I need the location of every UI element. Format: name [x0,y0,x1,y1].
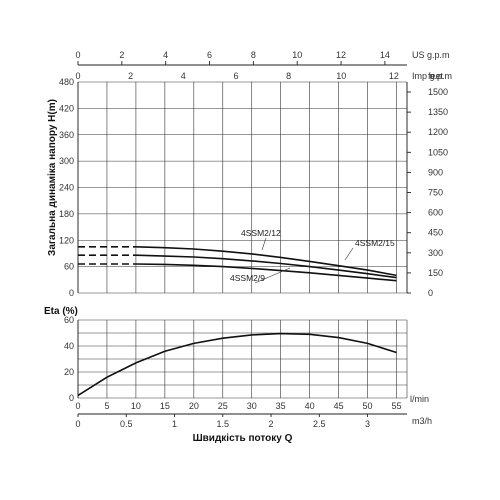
head-y-tick-label: 480 [59,77,74,87]
lmin-tick-label: 50 [363,401,373,411]
lmin-tick-label: 30 [247,401,257,411]
curve-label-leader [254,267,291,284]
x-axis-label: Швидкість потоку Q [193,433,293,444]
us-gpm-tick-label: 14 [380,50,390,60]
m3h-tick-label: 0 [75,419,80,429]
curve-label-leader [344,247,354,261]
feet-tick-label: 1050 [428,147,448,157]
m3h-tick-label: 3 [365,419,370,429]
imp-gpm-tick-label: 8 [286,71,291,81]
lmin-tick-label: 10 [131,401,141,411]
lmin-tick-label: 5 [104,401,109,411]
head-y-tick-label: 120 [59,235,74,245]
eta-y-axis-label: Eta (%) [44,306,78,317]
head-y-tick-label: 420 [59,103,74,113]
lmin-unit-label: l/min [410,394,429,404]
head-curve-line [135,246,397,277]
head-curve-line [135,263,397,282]
us-gpm-tick-label: 8 [251,50,256,60]
head-curve-line [135,254,397,279]
feet-tick-label: 1350 [428,107,448,117]
feet-tick-label: 1500 [428,87,448,97]
head-y-tick-label: 180 [59,209,74,219]
us-gpm-tick-label: 2 [119,50,124,60]
m3h-tick-label: 1 [172,419,177,429]
imp-gpm-tick-label: 4 [181,71,186,81]
eta-y-tick-label: 60 [64,315,74,325]
feet-tick-label: 900 [428,167,443,177]
eta-y-tick-label: 40 [64,341,74,351]
head-y-tick-label: 0 [69,288,74,298]
m3h-tick-label: 2 [269,419,274,429]
us-gpm-tick-label: 6 [207,50,212,60]
us-gpm-tick-label: 4 [163,50,168,60]
m3h-tick-label: 0.5 [120,419,133,429]
us-gpm-tick-label: 0 [75,50,80,60]
imp-gpm-unit-label: Imp g.p.m [412,71,452,81]
feet-tick-label: 750 [428,188,443,198]
feet-tick-label: 300 [428,248,443,258]
head-y-tick-label: 60 [64,262,74,272]
lmin-tick-label: 40 [305,401,315,411]
imp-gpm-tick-label: 10 [336,71,346,81]
us-gpm-tick-label: 10 [292,50,302,60]
head-y-axis-label: Загальна динаміка напору H(m) [47,99,58,256]
head-curve-label: 4SSM2/15 [355,238,395,248]
m3h-unit-label: m3/h [412,416,432,426]
imp-gpm-tick-label: 2 [128,71,133,81]
feet-tick-label: 1200 [428,127,448,137]
eta-curve-line [77,332,397,397]
lmin-tick-label: 55 [392,401,402,411]
lmin-tick-label: 0 [75,401,80,411]
us-gpm-tick-label: 12 [336,50,346,60]
head-y-tick-label: 240 [59,183,74,193]
head-curve-label: 4SSM2/9 [230,273,265,283]
lmin-tick-label: 25 [218,401,228,411]
feet-tick-label: 150 [428,268,443,278]
head-curve-label: 4SSM2/12 [241,228,281,238]
us-gpm-unit-label: US g.p.m [412,50,450,60]
m3h-tick-label: 1.5 [217,419,230,429]
eta-y-tick-label: 20 [64,367,74,377]
feet-unit-label: feet [428,71,444,81]
imp-gpm-tick-label: 0 [75,71,80,81]
feet-tick-label: 450 [428,228,443,238]
curve-label-leader [261,237,267,251]
lmin-tick-label: 35 [276,401,286,411]
imp-gpm-tick-label: 6 [233,71,238,81]
imp-gpm-tick-label: 12 [389,71,399,81]
lmin-tick-label: 15 [160,401,170,411]
head-y-tick-label: 300 [59,156,74,166]
lmin-tick-label: 45 [334,401,344,411]
lmin-tick-label: 20 [189,401,199,411]
m3h-tick-label: 2.5 [313,419,326,429]
head-y-tick-label: 360 [59,130,74,140]
feet-tick-label: 0 [428,288,433,298]
feet-tick-label: 600 [428,208,443,218]
eta-y-tick-label: 0 [69,393,74,403]
